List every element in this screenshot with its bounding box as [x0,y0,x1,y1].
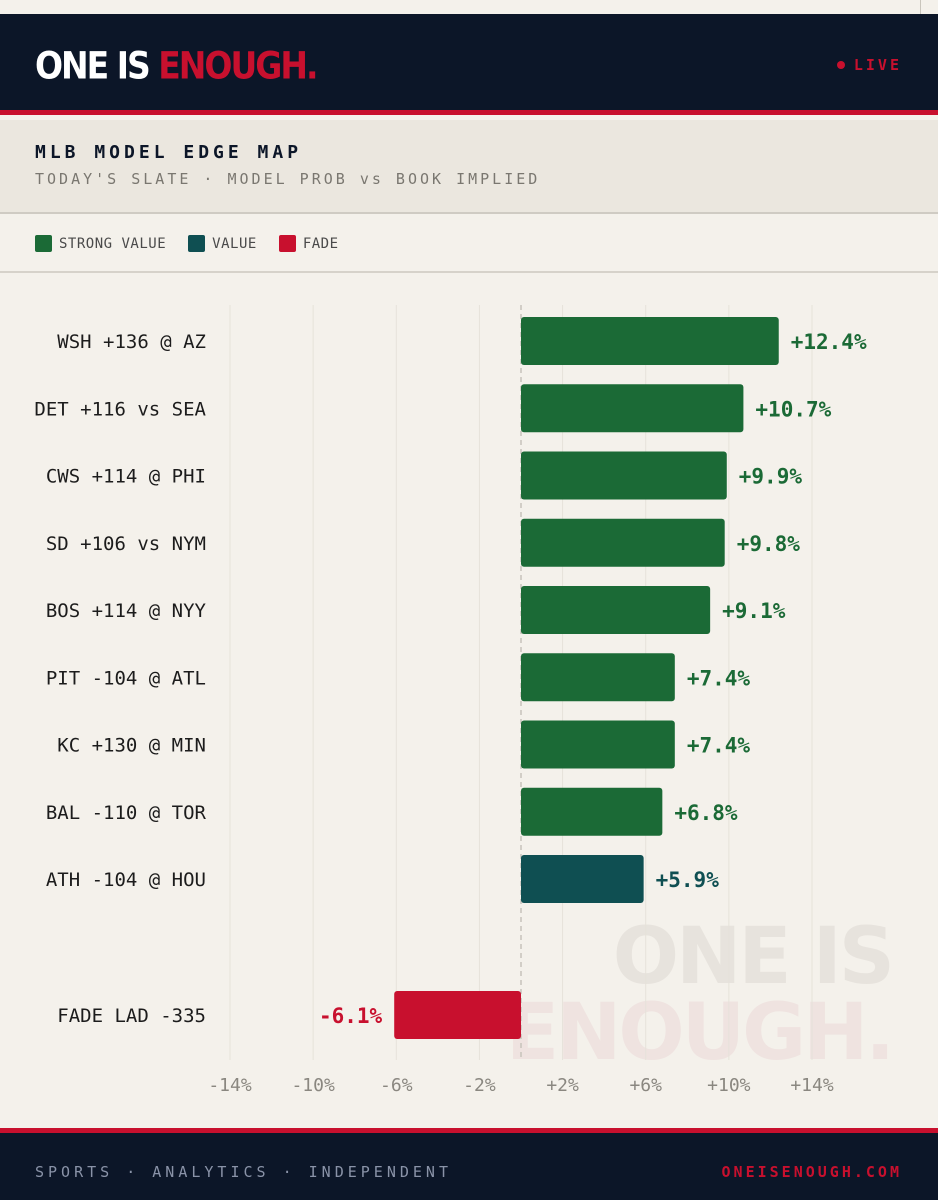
category-label: BOS +114 @ NYY [46,600,207,622]
title-bar: MLB MODEL EDGE MAP TODAY'S SLATE · MODEL… [0,120,938,214]
value-label: +7.4% [687,666,751,690]
category-label: KC +130 @ MIN [57,735,206,757]
bar-row[interactable]: BAL -110 @ TOR +6.8% [46,787,738,836]
value-label: -6.1% [319,1004,383,1028]
legend-item-strong-value: STRONG VALUE [35,235,166,252]
bar[interactable] [521,855,644,903]
x-tick-label: +6% [629,1075,662,1096]
bar-row[interactable]: KC +130 @ MIN +7.4% [57,720,751,769]
value-label: +10.7% [755,397,831,421]
bars: WSH +136 @ AZ +12.4% DET +116 vs SEA +10.7%… [34,317,867,1039]
value-label: +9.8% [737,532,801,556]
value-label: +7.4% [687,734,751,758]
top-strip [0,0,938,14]
bar[interactable] [521,720,675,769]
x-tick-label: +2% [546,1075,579,1096]
bar-row[interactable]: ATH -104 @ HOU +5.9% [46,855,719,903]
bar[interactable] [521,653,675,702]
live-dot-icon [836,61,845,69]
bar-row[interactable]: WSH +136 @ AZ +12.4% [57,317,867,365]
bar-row[interactable]: SD +106 vs NYM +9.8% [46,518,801,567]
watermark: ONE IS ENOUGH. [506,912,895,1078]
legend-item-value: VALUE [188,235,257,252]
category-label: SD +106 vs NYM [46,533,206,555]
edge-bar-chart: ONE IS ENOUGH. WSH +136 @ AZ +12.4% DET +1… [34,305,895,1096]
logo-text-white: ONE IS [35,44,151,88]
live-indicator: LIVE [836,56,902,74]
watermark-line-2: ENOUGH. [506,988,892,1078]
legend-swatch-fade [278,235,296,252]
bar-row[interactable]: DET +116 vs SEA +10.7% [34,384,832,433]
value-label: +12.4% [791,330,867,354]
legend-label: VALUE [212,235,257,252]
legend-label: STRONG VALUE [59,235,167,252]
category-label: PIT -104 @ ATL [46,667,206,689]
bar[interactable] [521,586,711,634]
category-label: ATH -104 @ HOU [46,869,206,891]
category-label: DET +116 vs SEA [34,398,206,420]
logo-text-red: ENOUGH. [158,44,318,88]
chart-subtitle: TODAY'S SLATE · MODEL PROB vs BOOK IMPLI… [35,170,541,188]
legend-swatch-value [188,235,206,252]
footer-bar: SPORTS · ANALYTICS · INDEPENDENT ONEISEN… [0,1128,938,1200]
bar-row[interactable]: FADE LAD -335 -6.1% [57,991,521,1039]
x-tick-label: -2% [463,1075,496,1096]
value-label: +9.1% [722,599,786,623]
chart-title: MLB MODEL EDGE MAP [35,142,303,163]
bar-row[interactable]: BOS +114 @ NYY +9.1% [46,586,786,634]
bar[interactable] [521,317,779,365]
value-label: +5.9% [656,868,720,892]
legend-item-fade: FADE [278,235,339,252]
bar[interactable] [521,518,725,567]
x-tick-label: -6% [380,1075,413,1096]
live-label: LIVE [853,56,902,74]
x-axis-ticks: -14% -10% -6% -2% +2% +6% +10% +14% [208,1075,834,1096]
legend-label: FADE [302,235,339,252]
category-label: FADE LAD -335 [57,1005,206,1027]
legend: STRONG VALUE VALUE FADE [0,216,938,273]
x-tick-label: +10% [707,1075,751,1096]
value-label: +6.8% [674,801,738,825]
header-bar: ONE IS ENOUGH. LIVE [0,14,938,115]
bar-row[interactable]: CWS +114 @ PHI +9.9% [46,451,803,500]
value-label: +9.9% [739,465,803,489]
bar[interactable] [521,384,744,433]
x-tick-label: -10% [291,1075,335,1096]
bar[interactable] [394,991,521,1039]
legend-swatch-strong-value [35,235,52,252]
bar[interactable] [521,451,727,500]
top-strip-edge [920,0,921,14]
x-tick-label: +14% [790,1075,834,1096]
x-tick-label: -14% [208,1075,252,1096]
bar-row[interactable]: PIT -104 @ ATL +7.4% [46,653,751,702]
footer-tagline: SPORTS · ANALYTICS · INDEPENDENT [35,1163,452,1181]
brand-logo[interactable]: ONE IS ENOUGH. [35,44,319,88]
bar[interactable] [521,787,663,836]
watermark-line-1: ONE IS [613,912,892,1002]
footer-site-link[interactable]: ONEISENOUGH.COM [721,1163,902,1181]
category-label: WSH +136 @ AZ [57,331,206,353]
category-label: CWS +114 @ PHI [46,466,206,488]
category-label: BAL -110 @ TOR [46,802,207,824]
